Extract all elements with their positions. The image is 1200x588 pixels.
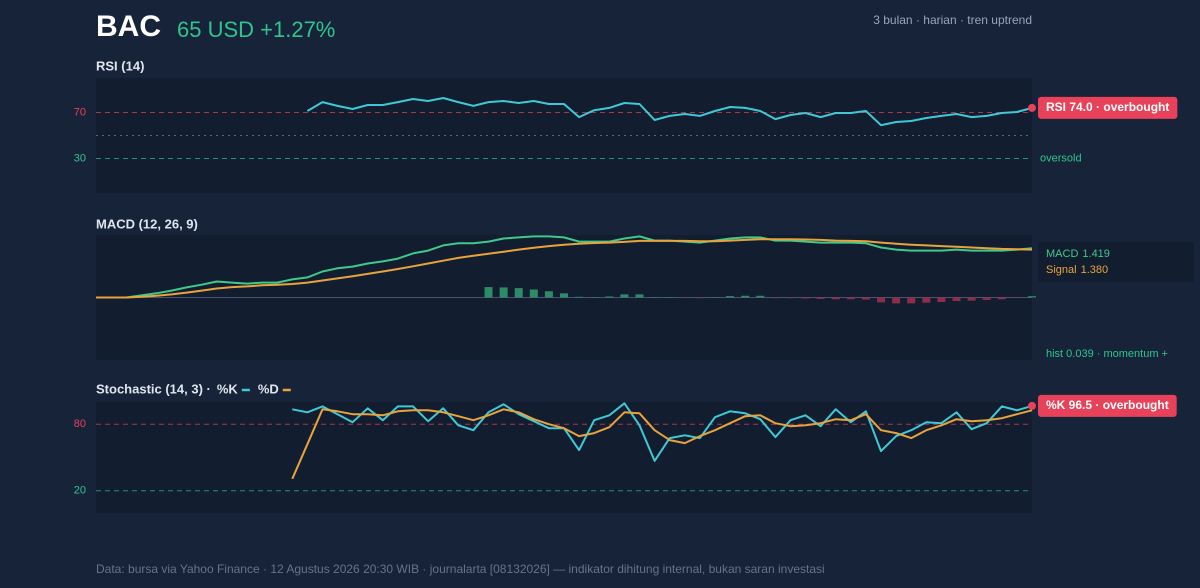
hist-bar <box>635 294 644 298</box>
hist-bar <box>575 296 584 298</box>
zone-label: oversold <box>1040 152 1082 164</box>
hist-bar <box>952 297 961 301</box>
hist-bar <box>620 294 629 298</box>
hist-bar <box>907 297 916 304</box>
hist-bar <box>937 297 946 303</box>
hist-bar <box>892 297 901 304</box>
hist-bar <box>756 295 765 298</box>
badge <box>1038 96 1178 119</box>
panel-title: MACD (12, 26, 9) <box>96 216 198 231</box>
footer: Data: bursa via Yahoo Finance · 12 Agust… <box>96 562 825 576</box>
badge <box>1038 394 1177 417</box>
legend-name: MACD <box>1046 248 1078 260</box>
last-dot <box>1028 401 1036 410</box>
hist-bar <box>967 297 976 301</box>
legend-name: Signal <box>1046 264 1077 276</box>
series-line <box>292 402 1033 462</box>
panel-title: RSI (14) <box>96 58 144 73</box>
hist-bar <box>877 297 886 303</box>
hist-bar <box>560 293 568 298</box>
ticker: BAC <box>96 10 161 43</box>
series-line <box>96 235 1033 299</box>
series-line <box>96 238 1033 299</box>
price: 65 USD +1.27% <box>177 17 335 42</box>
hist-bar <box>786 297 795 299</box>
legend-value: 1.419 <box>1082 248 1110 260</box>
legend-entry: %D <box>258 381 279 396</box>
plot-area <box>96 402 1032 513</box>
hist-bar <box>605 296 614 298</box>
hist-bar <box>514 288 523 298</box>
y-tick-label: 70 <box>74 106 86 118</box>
hist-bar <box>831 297 840 300</box>
meta: 3 bulan · harian · tren uptrend <box>873 13 1032 27</box>
hist-bar <box>1028 296 1036 298</box>
hist-bar <box>544 291 553 298</box>
hist-bar <box>695 297 704 299</box>
hist-bar <box>861 297 870 300</box>
badge-text: RSI 74.0 · overbought <box>1046 100 1169 114</box>
badge-text: %K 96.5 · overbought <box>1046 398 1169 412</box>
y-tick-label: 80 <box>74 418 86 430</box>
series-line <box>291 408 1033 480</box>
hist-bar <box>529 289 538 298</box>
hist-bar <box>726 296 735 298</box>
hist-bar <box>997 297 1006 300</box>
hist-bar <box>982 297 991 300</box>
hist-bar <box>801 297 810 299</box>
legend-entry: Signal 1.380 <box>1046 264 1108 276</box>
series-line <box>306 97 1033 127</box>
legend-entry: MACD 1.419 <box>1046 248 1110 260</box>
panel-title: Stochastic (14, 3) · <box>96 381 211 396</box>
legend-box <box>1038 242 1194 282</box>
hist-bar <box>484 287 493 298</box>
legend-entry: %K <box>217 381 239 396</box>
y-tick-label: 30 <box>74 152 86 164</box>
hist-label: hist 0.039 · momentum + <box>1046 348 1168 360</box>
hist-bar <box>499 287 508 298</box>
hist-bar <box>771 297 780 299</box>
last-dot <box>1028 103 1036 112</box>
y-tick-label: 20 <box>74 485 86 497</box>
hist-bar <box>816 297 825 299</box>
hist-bar <box>846 297 855 300</box>
hist-bar <box>741 295 750 298</box>
hist-bar <box>922 297 931 303</box>
legend-value: 1.380 <box>1081 264 1109 276</box>
